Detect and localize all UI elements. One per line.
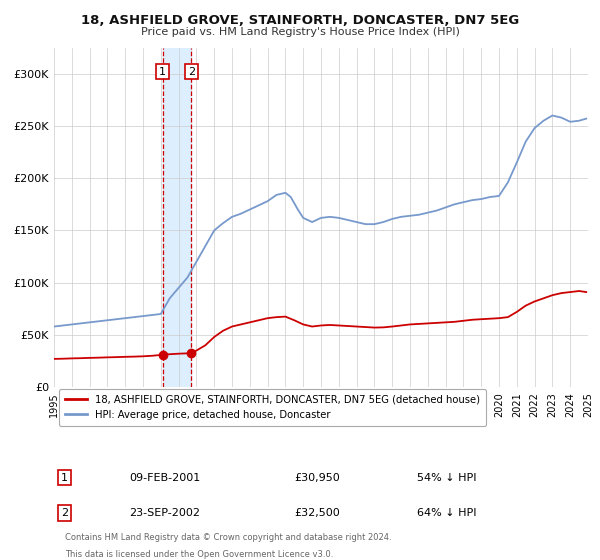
Text: This data is licensed under the Open Government Licence v3.0.: This data is licensed under the Open Gov… bbox=[65, 549, 333, 558]
Legend: 18, ASHFIELD GROVE, STAINFORTH, DONCASTER, DN7 5EG (detached house), HPI: Averag: 18, ASHFIELD GROVE, STAINFORTH, DONCASTE… bbox=[59, 389, 486, 426]
Text: Price paid vs. HM Land Registry's House Price Index (HPI): Price paid vs. HM Land Registry's House … bbox=[140, 27, 460, 37]
Text: £30,950: £30,950 bbox=[295, 473, 340, 483]
Text: Contains HM Land Registry data © Crown copyright and database right 2024.: Contains HM Land Registry data © Crown c… bbox=[65, 533, 391, 542]
Text: 2: 2 bbox=[61, 508, 68, 518]
Text: 2: 2 bbox=[188, 67, 195, 77]
Text: 18, ASHFIELD GROVE, STAINFORTH, DONCASTER, DN7 5EG: 18, ASHFIELD GROVE, STAINFORTH, DONCASTE… bbox=[81, 14, 519, 27]
Text: 1: 1 bbox=[159, 67, 166, 77]
Text: 09-FEB-2001: 09-FEB-2001 bbox=[129, 473, 200, 483]
Text: £32,500: £32,500 bbox=[295, 508, 340, 518]
Bar bbox=[163, 48, 191, 387]
Text: 54% ↓ HPI: 54% ↓ HPI bbox=[417, 473, 476, 483]
Text: 23-SEP-2002: 23-SEP-2002 bbox=[129, 508, 200, 518]
Text: 64% ↓ HPI: 64% ↓ HPI bbox=[417, 508, 476, 518]
Text: 1: 1 bbox=[61, 473, 68, 483]
